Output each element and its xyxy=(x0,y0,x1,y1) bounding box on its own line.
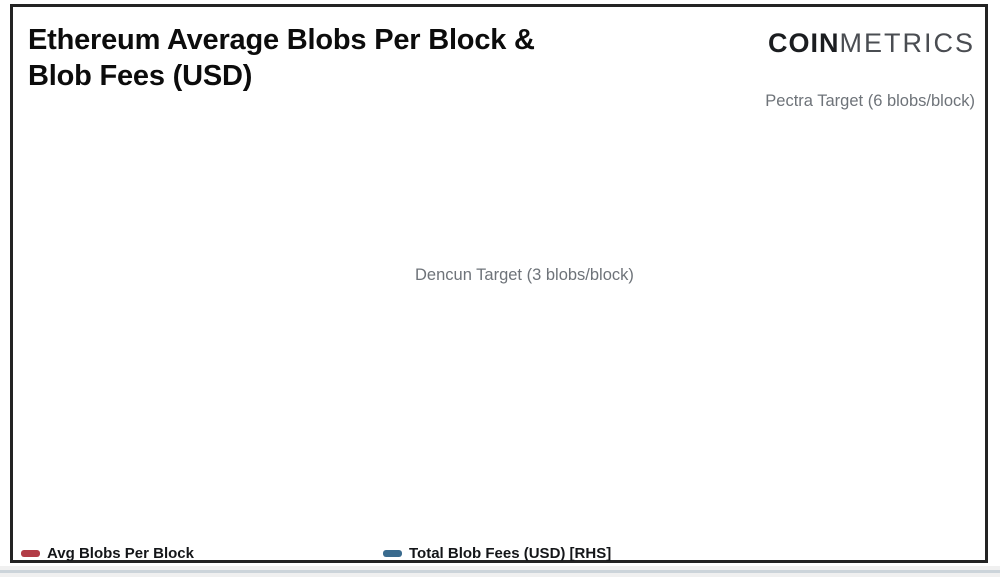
chart-title-line2: Blob Fees (USD) xyxy=(28,60,253,92)
logo-coin-text: COIN xyxy=(768,28,840,58)
legend-item-blob-fees: Total Blob Fees (USD) [RHS] xyxy=(383,544,611,562)
bottom-strip xyxy=(0,566,1000,577)
chart-title-line1: Ethereum Average Blobs Per Block & xyxy=(28,24,535,56)
chart-border-frame xyxy=(10,4,988,563)
dencun-target-annotation: Dencun Target (3 blobs/block) xyxy=(415,266,634,284)
legend-label-blob-fees: Total Blob Fees (USD) [RHS] xyxy=(409,544,612,562)
legend-swatch-blue xyxy=(383,549,402,557)
bottom-strip-line xyxy=(0,570,1000,573)
chart-title: Ethereum Average Blobs Per Block & Blob … xyxy=(28,22,535,94)
pectra-target-annotation: Pectra Target (6 blobs/block) xyxy=(765,92,975,110)
legend-swatch-red xyxy=(21,549,40,557)
legend-item-avg-blobs: Avg Blobs Per Block xyxy=(21,544,194,562)
chart-legend: Avg Blobs Per Block Total Blob Fees (USD… xyxy=(0,544,980,564)
logo-metrics-text: METRICS xyxy=(839,28,975,58)
legend-label-avg-blobs: Avg Blobs Per Block xyxy=(47,544,194,562)
coinmetrics-logo: COINMETRICS xyxy=(768,28,975,59)
